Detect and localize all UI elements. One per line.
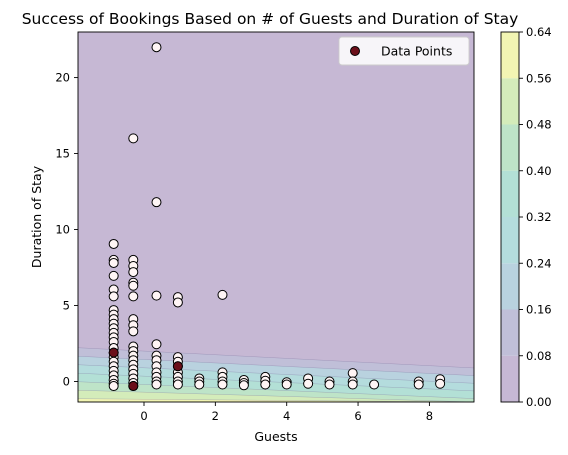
data-point xyxy=(108,257,119,268)
data-point xyxy=(260,379,271,390)
y-tick-label: 5 xyxy=(63,299,70,313)
legend-marker xyxy=(350,46,360,56)
x-axis-label: Guests xyxy=(254,429,297,444)
x-tick-label: 2 xyxy=(212,409,219,423)
data-point xyxy=(303,378,314,389)
colorbar-tick-label: 0.64 xyxy=(526,25,552,39)
data-point xyxy=(194,379,205,390)
colorbar-tick-label: 0.24 xyxy=(526,256,552,270)
data-point xyxy=(151,290,162,301)
chart-title: Success of Bookings Based on # of Guests… xyxy=(22,10,519,28)
plot-area xyxy=(77,31,475,403)
data-point xyxy=(128,326,139,337)
x-tick-label: 6 xyxy=(354,409,361,423)
data-point xyxy=(324,379,335,390)
colorbar-tick-label: 0.32 xyxy=(526,210,552,224)
data-point xyxy=(128,267,139,278)
data-point xyxy=(128,291,139,302)
contour-line xyxy=(77,356,475,376)
contour-line xyxy=(77,390,475,403)
y-axis: 0 5 10 15 20 xyxy=(55,71,78,388)
contour-line xyxy=(77,373,475,392)
data-point xyxy=(238,380,249,391)
data-point xyxy=(151,197,162,208)
contour-line xyxy=(77,347,475,369)
data-point xyxy=(347,379,358,390)
data-point xyxy=(217,289,228,300)
y-tick-label: 20 xyxy=(55,71,70,85)
data-point xyxy=(151,42,162,53)
colorbar-segment xyxy=(501,32,519,79)
y-tick-label: 15 xyxy=(55,147,70,161)
data-point-success xyxy=(128,381,139,392)
colorbar-tick-label: 0.16 xyxy=(526,303,552,317)
colorbar-segment xyxy=(501,309,519,356)
colorbar-tick-label: 0.08 xyxy=(526,349,552,363)
colorbar-segment xyxy=(501,355,519,402)
colorbar-tick-label: 0.48 xyxy=(526,118,552,132)
contour-line xyxy=(77,398,475,403)
x-tick-label: 8 xyxy=(426,409,433,423)
contour-line xyxy=(77,381,475,399)
colorbar-segment xyxy=(501,263,519,310)
plot-frame xyxy=(77,31,475,403)
legend: Data Points xyxy=(338,36,470,66)
data-point xyxy=(413,379,424,390)
colorbar-segment xyxy=(501,217,519,264)
x-tick-label: 0 xyxy=(140,409,147,423)
data-point xyxy=(108,238,119,249)
colorbar-tick-label: 0.00 xyxy=(526,395,552,409)
data-point xyxy=(281,379,292,390)
data-point xyxy=(128,280,139,291)
colorbar-segment xyxy=(501,78,519,125)
contour-line xyxy=(77,364,475,384)
data-point-success xyxy=(172,361,183,372)
data-point xyxy=(347,368,358,379)
data-point xyxy=(172,297,183,308)
data-point xyxy=(108,291,119,302)
colorbar-tick-label: 0.56 xyxy=(526,71,552,85)
data-point xyxy=(435,378,446,389)
data-point xyxy=(369,379,380,390)
plot-background xyxy=(78,32,474,402)
data-point xyxy=(108,381,119,392)
y-tick-label: 10 xyxy=(55,223,70,237)
legend-box xyxy=(338,36,470,66)
data-point xyxy=(128,133,139,144)
data-point xyxy=(151,339,162,350)
colorbar-segment xyxy=(501,170,519,217)
y-axis-label: Duration of Stay xyxy=(29,165,44,268)
data-point xyxy=(172,379,183,390)
colorbar-segment xyxy=(501,124,519,171)
data-point xyxy=(151,379,162,390)
colorbar: 0.00 0.08 0.16 0.24 0.32 0.40 0.48 0.56 0.64 xyxy=(500,25,552,409)
colorbar-tick-label: 0.40 xyxy=(526,164,552,178)
x-tick-label: 4 xyxy=(283,409,290,423)
y-tick-label: 0 xyxy=(63,374,70,388)
legend-label: Data Points xyxy=(381,44,452,59)
data-point xyxy=(217,379,228,390)
data-points xyxy=(108,42,446,392)
data-point xyxy=(108,270,119,281)
x-axis: 0 2 4 6 8 xyxy=(140,402,433,423)
data-point-success xyxy=(108,347,119,358)
